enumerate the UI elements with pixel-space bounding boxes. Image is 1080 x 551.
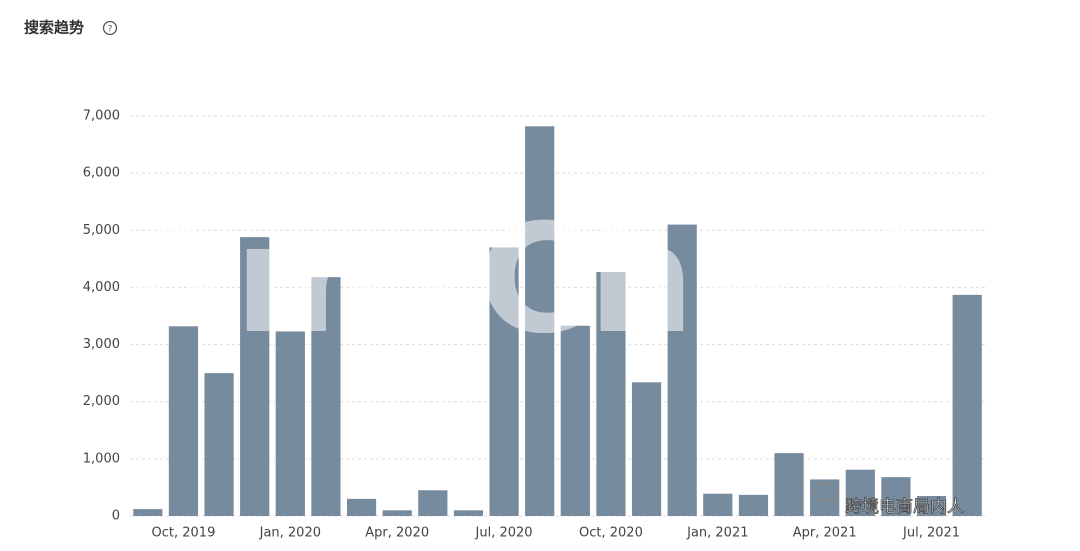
chart-title: 搜索趋势	[24, 19, 84, 37]
y-tick-label: 2,000	[83, 394, 120, 409]
help-icon[interactable]: ?	[102, 20, 118, 36]
y-tick-label: 1,000	[83, 451, 120, 466]
x-tick-label: Oct, 2020	[579, 526, 643, 541]
bar	[596, 272, 626, 516]
bar	[453, 510, 484, 516]
bar	[703, 493, 733, 516]
bar	[845, 469, 875, 516]
y-tick-label: 3,000	[83, 337, 120, 352]
bar	[738, 494, 769, 516]
source: 跨境电商局内人	[845, 497, 964, 517]
x-tick-label: Jul, 2020	[475, 526, 533, 541]
bar	[346, 498, 377, 516]
bar	[560, 325, 590, 516]
y-tick-label: 6,000	[83, 166, 120, 181]
bar	[631, 382, 662, 516]
bar	[916, 496, 947, 516]
y-tick-label: 4,000	[83, 280, 120, 295]
bar	[382, 510, 412, 516]
bar	[525, 126, 555, 517]
y-tick-label: 0	[112, 509, 120, 524]
bar	[667, 224, 697, 517]
bar	[311, 277, 341, 516]
x-tick-label: Jan, 2020	[259, 526, 321, 541]
bar	[489, 247, 519, 516]
x-tick-label: Jul, 2021	[902, 526, 960, 541]
x-tick-label: Oct, 2019	[152, 526, 216, 541]
bar	[418, 490, 448, 516]
x-tick-label: Jan, 2021	[686, 526, 748, 541]
svg-text:?: ?	[108, 25, 113, 35]
bar	[881, 477, 911, 516]
source-badge: 跨境电商局内人	[814, 482, 964, 517]
bar	[952, 294, 982, 516]
bar	[774, 453, 804, 516]
y-tick-label: 7,000	[83, 109, 120, 124]
bar	[240, 237, 270, 516]
bar	[275, 331, 305, 516]
y-tick-label: 5,000	[83, 223, 120, 238]
watermark: AmzChart	[118, 193, 941, 367]
x-tick-label: Apr, 2020	[365, 526, 429, 541]
bar	[168, 326, 199, 516]
bar	[204, 373, 234, 516]
x-tick-label: Apr, 2021	[793, 526, 857, 541]
bar	[133, 509, 163, 516]
